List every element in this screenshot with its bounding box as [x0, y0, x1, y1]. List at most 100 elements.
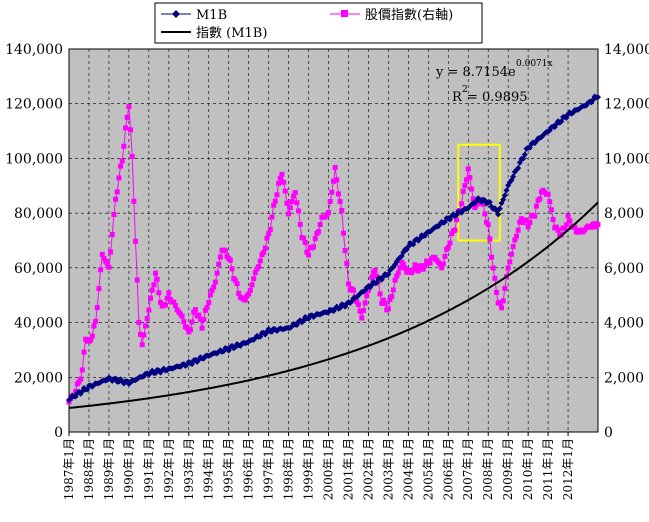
- stock-index-point: [126, 104, 132, 110]
- stock-index-point: [390, 287, 396, 293]
- stock-index-point: [372, 267, 378, 273]
- x-tick-label: 1988年1月: [82, 438, 96, 500]
- stock-index-point: [329, 189, 335, 195]
- x-tick-label: 1990年1月: [122, 438, 136, 500]
- stock-index-point: [562, 226, 568, 232]
- stock-index-point: [184, 325, 190, 331]
- stock-index-point: [116, 175, 122, 181]
- stock-index-point: [291, 193, 297, 199]
- m1b-point: [501, 192, 508, 199]
- m1b-point: [546, 127, 553, 134]
- stock-index-point: [162, 302, 168, 308]
- stock-index-point: [548, 207, 554, 213]
- stock-index-point: [465, 166, 471, 172]
- stock-index-point: [146, 307, 152, 313]
- stock-index-point: [187, 327, 193, 333]
- m1b-point: [496, 205, 503, 212]
- legend-box: [154, 2, 483, 44]
- stock-index-point: [422, 263, 428, 269]
- r-squared-value: = 0.9895: [467, 90, 528, 105]
- stock-index-point: [518, 216, 524, 222]
- x-tick-label: 2009年1月: [501, 438, 515, 500]
- legend: M1B 股價指數(右軸) 指數 (M1B): [154, 2, 483, 44]
- stock-index-point: [106, 264, 112, 270]
- stock-index-point: [123, 125, 129, 131]
- stock-index-point: [452, 227, 458, 233]
- stock-index-point: [472, 205, 478, 211]
- stock-index-point: [76, 379, 82, 385]
- trend-equation-exponent: 0.0071x: [516, 59, 553, 69]
- stock-index-point: [217, 254, 223, 260]
- stock-index-point: [154, 276, 160, 282]
- stock-index-point: [179, 313, 185, 319]
- legend-label-stock-index: 股價指數(右軸): [365, 8, 453, 23]
- stock-index-point: [344, 260, 350, 266]
- stock-index-point: [282, 188, 288, 194]
- stock-index-point: [592, 221, 598, 227]
- left-tick-label: 0: [54, 425, 63, 441]
- stock-index-point: [565, 213, 571, 219]
- x-axis: 1987年1月 1988年1月 1989年1月 1990年1月 1991年1月 1992年…: [62, 432, 575, 500]
- stock-index-point: [365, 287, 371, 293]
- x-tick-label: 2005年1月: [421, 438, 435, 500]
- right-tick-label: 14,000: [604, 42, 649, 58]
- stock-index-point: [595, 222, 601, 228]
- stock-index-point: [532, 213, 538, 219]
- stock-index-point: [489, 254, 495, 260]
- stock-index-point: [510, 244, 516, 250]
- stock-index-point: [289, 198, 295, 204]
- r-squared-label: R: [452, 90, 463, 105]
- stock-index-point: [214, 270, 220, 276]
- stock-index-point: [389, 293, 395, 299]
- stock-index-point: [153, 270, 159, 276]
- stock-index-point: [121, 143, 127, 149]
- stock-index-point: [236, 290, 242, 296]
- stock-index-point: [108, 249, 114, 255]
- x-tick-label: 2007年1月: [461, 438, 475, 500]
- series-markers-m1b: [66, 93, 601, 403]
- x-tick-label: 1994年1月: [202, 438, 216, 500]
- legend-label-trend: 指數 (M1B): [196, 26, 267, 41]
- stock-index-point: [301, 235, 307, 241]
- stock-index-point: [512, 237, 518, 243]
- stock-index-point: [284, 200, 290, 206]
- legend-marker-stock-index: [341, 10, 348, 17]
- legend-marker-m1b: [172, 10, 180, 18]
- stock-index-point: [432, 255, 438, 261]
- stock-index-point: [104, 261, 110, 267]
- stock-index-point: [98, 267, 104, 273]
- x-tick-label: 2006年1月: [441, 438, 455, 500]
- series-markers-stock-index: [66, 104, 601, 405]
- stock-index-point: [588, 224, 594, 230]
- stock-index-point: [459, 201, 465, 207]
- stock-index-point: [234, 281, 240, 287]
- x-tick-label: 1989年1月: [102, 438, 116, 500]
- right-tick-label: 2,000: [604, 370, 644, 386]
- m1b-point: [486, 199, 493, 206]
- stock-index-point: [410, 267, 416, 273]
- x-tick-label: 1997年1月: [262, 438, 276, 500]
- r-squared-superscript: 2: [462, 85, 468, 95]
- left-tick-label: 120,000: [5, 97, 63, 113]
- stock-index-point: [311, 244, 317, 250]
- stock-index-point: [460, 188, 466, 194]
- stock-index-point: [397, 265, 403, 271]
- stock-index-point: [206, 300, 212, 306]
- stock-index-point: [339, 207, 345, 213]
- x-tick-label: 2002年1月: [361, 438, 375, 500]
- stock-index-point: [148, 295, 154, 301]
- stock-index-point: [212, 279, 218, 285]
- stock-index-point: [505, 265, 511, 271]
- stock-index-point: [437, 261, 443, 267]
- stock-index-point: [286, 211, 292, 217]
- stock-index-point: [249, 282, 255, 288]
- stock-index-point: [334, 177, 340, 183]
- stock-index-point: [292, 190, 298, 196]
- stock-index-point: [360, 308, 366, 314]
- stock-index-point: [364, 293, 370, 299]
- stock-index-point: [119, 158, 125, 164]
- stock-index-point: [94, 305, 100, 311]
- stock-index-point: [139, 342, 145, 348]
- stock-index-point: [101, 255, 107, 261]
- stock-index-point: [387, 296, 393, 302]
